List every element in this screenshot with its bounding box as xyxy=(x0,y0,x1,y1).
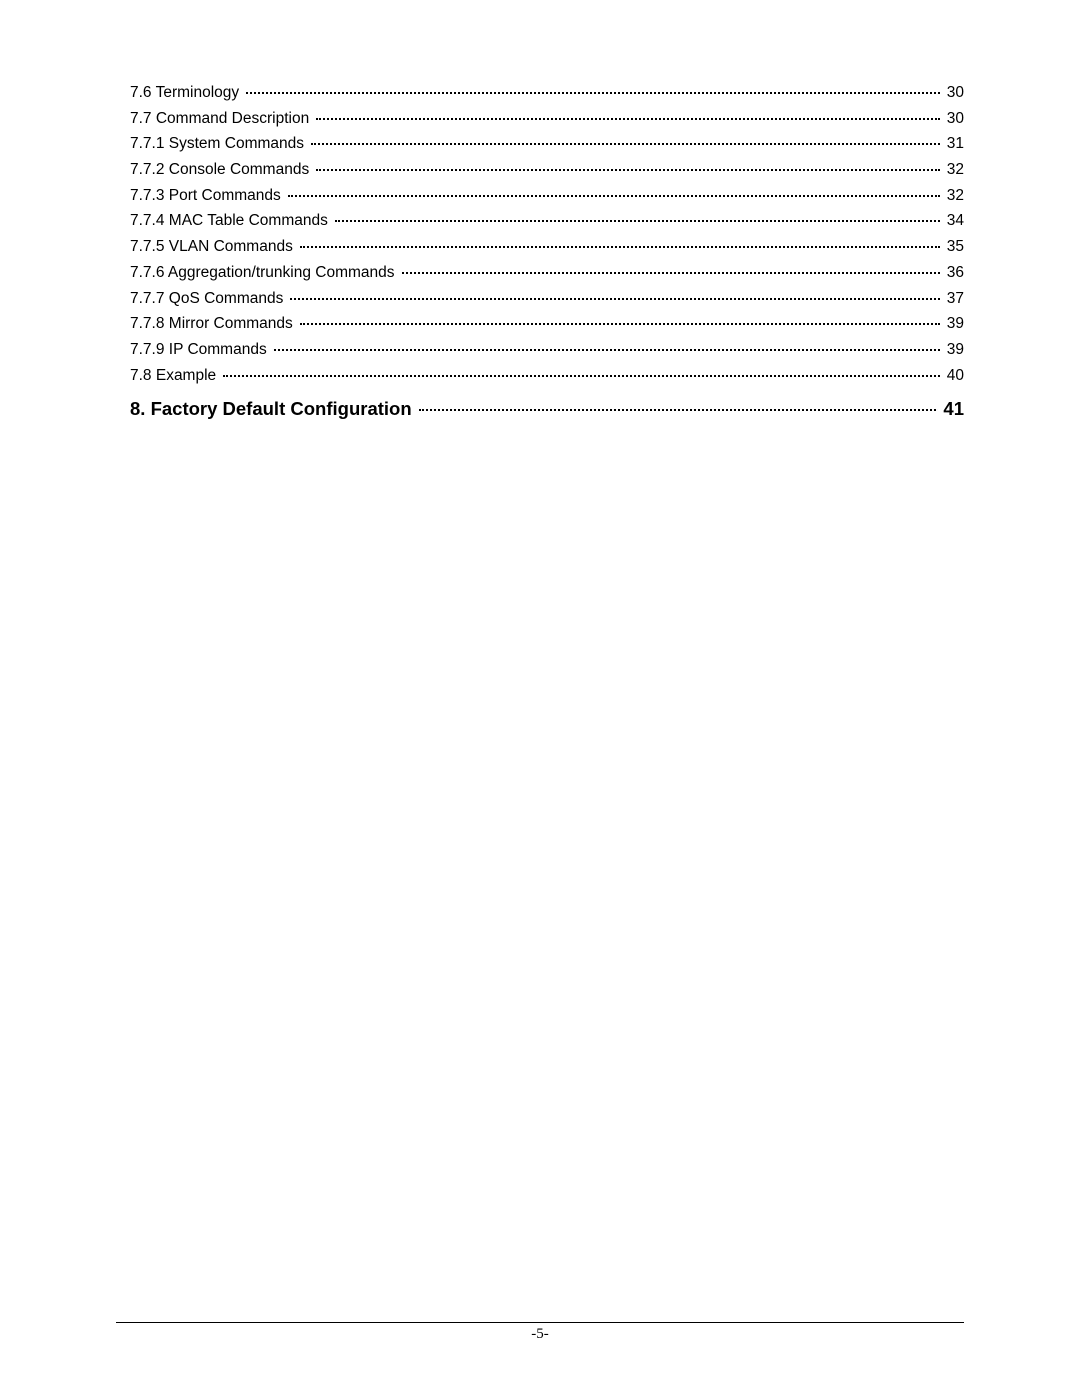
page-number: -5- xyxy=(531,1326,549,1342)
toc-dot-leader xyxy=(419,409,937,411)
toc-dot-leader xyxy=(335,220,940,222)
toc-entry-page: 32 xyxy=(943,159,964,181)
toc-entry: 7.7.4 MAC Table Commands 34 xyxy=(130,210,964,232)
toc-entry: 7.7.9 IP Commands 39 xyxy=(130,339,964,361)
toc-entry: 7.7.5 VLAN Commands 35 xyxy=(130,236,964,258)
toc-entry-page: 36 xyxy=(943,262,964,284)
toc-dot-leader xyxy=(246,92,940,94)
toc-entry: 7.7.8 Mirror Commands 39 xyxy=(130,313,964,335)
toc-entry-page: 30 xyxy=(943,82,964,104)
toc-entry-page: 34 xyxy=(943,210,964,232)
toc-entry: 7.7.7 QoS Commands 37 xyxy=(130,288,964,310)
toc-entry: 7.7.1 System Commands 31 xyxy=(130,133,964,155)
toc-entry-title: 7.7.3 Port Commands xyxy=(130,185,285,207)
toc-entry-page: 35 xyxy=(943,236,964,258)
toc-entry-page: 32 xyxy=(943,185,964,207)
toc-entry-page: 31 xyxy=(943,133,964,155)
toc-dot-leader xyxy=(300,323,940,325)
toc-dot-leader xyxy=(316,169,940,171)
toc-entry: 7.7.6 Aggregation/trunking Commands 36 xyxy=(130,262,964,284)
toc-entry-page: 40 xyxy=(943,365,964,387)
toc-dot-leader xyxy=(223,375,940,377)
toc-chapter-page: 41 xyxy=(939,396,964,423)
toc-chapter-title: 8. Factory Default Configuration xyxy=(130,396,416,423)
toc-entry-title: 7.7.2 Console Commands xyxy=(130,159,313,181)
toc-dot-leader xyxy=(311,143,940,145)
toc-entry: 7.7.3 Port Commands 32 xyxy=(130,185,964,207)
page-footer: -5- xyxy=(116,1322,964,1343)
toc-entry-title: 7.7.8 Mirror Commands xyxy=(130,313,297,335)
toc-entry-title: 7.7.6 Aggregation/trunking Commands xyxy=(130,262,399,284)
toc-entry-title: 7.7.9 IP Commands xyxy=(130,339,271,361)
toc-entry-title: 7.7.4 MAC Table Commands xyxy=(130,210,332,232)
toc-entry-title: 7.8 Example xyxy=(130,365,220,387)
toc-entry: 7.7.2 Console Commands 32 xyxy=(130,159,964,181)
toc-entry-title: 7.7 Command Description xyxy=(130,108,313,130)
toc-content: 7.6 Terminology 30 7.7 Command Descripti… xyxy=(0,0,1080,423)
toc-entry-page: 37 xyxy=(943,288,964,310)
toc-dot-leader xyxy=(402,272,940,274)
toc-entry-title: 7.6 Terminology xyxy=(130,82,243,104)
toc-dot-leader xyxy=(300,246,940,248)
toc-chapter: 8. Factory Default Configuration 41 xyxy=(130,396,964,423)
toc-dot-leader xyxy=(274,349,940,351)
toc-entry-page: 39 xyxy=(943,313,964,335)
toc-entry-page: 39 xyxy=(943,339,964,361)
toc-dot-leader xyxy=(288,195,940,197)
toc-entry: 7.6 Terminology 30 xyxy=(130,82,964,104)
toc-entry: 7.8 Example 40 xyxy=(130,365,964,387)
toc-dot-leader xyxy=(316,118,940,120)
toc-entry-title: 7.7.1 System Commands xyxy=(130,133,308,155)
toc-dot-leader xyxy=(290,298,939,300)
toc-entry-page: 30 xyxy=(943,108,964,130)
toc-entry-title: 7.7.5 VLAN Commands xyxy=(130,236,297,258)
toc-entry: 7.7 Command Description 30 xyxy=(130,108,964,130)
toc-entry-title: 7.7.7 QoS Commands xyxy=(130,288,287,310)
